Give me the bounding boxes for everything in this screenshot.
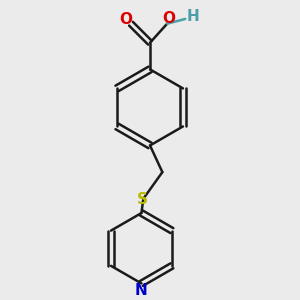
Text: N: N (135, 283, 148, 298)
Text: O: O (119, 12, 132, 27)
Text: O: O (163, 11, 176, 26)
Text: H: H (186, 9, 199, 24)
Text: S: S (137, 192, 148, 207)
